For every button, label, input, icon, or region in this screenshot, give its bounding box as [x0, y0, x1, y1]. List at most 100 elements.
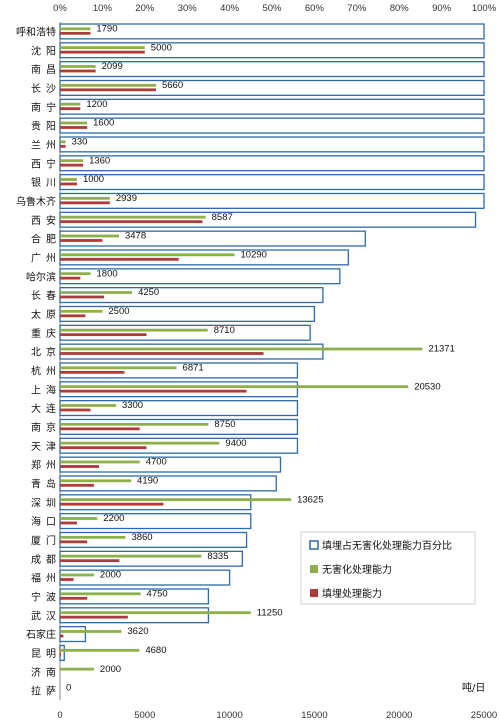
legend-swatch-landfill — [310, 589, 318, 597]
capacity-data-label: 3860 — [131, 532, 152, 543]
bottom-axis-ticks: 0 5000 10000 15000 20000 25000 — [57, 710, 497, 721]
top-tick-label: 100% — [472, 3, 497, 14]
top-tick-label: 70% — [347, 3, 367, 14]
category-label: 南 昌 — [31, 63, 56, 76]
capacity-data-label: 4680 — [145, 645, 166, 656]
category-label: 郑 州 — [31, 459, 56, 472]
bar-landfill — [60, 88, 156, 92]
capacity-data-label: 2000 — [100, 570, 121, 581]
capacity-data-label: 3478 — [125, 231, 146, 242]
category-label: 成 都 — [31, 554, 56, 566]
bar-percent — [59, 494, 252, 511]
bar-landfill — [60, 31, 91, 35]
bar-landfill — [60, 257, 179, 261]
bar-capacity — [60, 102, 81, 106]
bar-landfill — [60, 427, 140, 431]
category-label: 昆 明 — [31, 648, 56, 660]
top-tick-label: 80% — [390, 3, 410, 14]
bar-percent — [59, 550, 243, 567]
bar-percent — [59, 400, 299, 417]
bar-percent — [59, 79, 485, 96]
capacity-data-label: 2500 — [108, 306, 129, 317]
bar-landfill — [60, 446, 147, 450]
bar-percent — [59, 437, 299, 454]
bar-percent — [59, 230, 366, 247]
category-label: 重 庆 — [31, 327, 56, 340]
top-tick-label: 60% — [305, 3, 325, 14]
bar-capacity — [60, 535, 126, 539]
bar-percent — [59, 287, 324, 304]
category-label: 哈尔滨 — [26, 270, 56, 283]
bar-percent — [59, 607, 210, 624]
bar-landfill — [60, 126, 88, 129]
bar-landfill — [60, 540, 88, 544]
bar-capacity — [60, 253, 235, 257]
capacity-data-label: 21371 — [428, 344, 454, 355]
bar-capacity — [60, 554, 202, 558]
category-label: 上 海 — [31, 383, 56, 396]
bar-percent — [59, 61, 485, 78]
bar-percent — [59, 531, 248, 548]
capacity-data-label: 1000 — [83, 174, 104, 185]
bar-percent — [59, 174, 485, 191]
bottom-tick-label: 15000 — [301, 710, 327, 721]
bar-landfill — [60, 352, 264, 355]
bar-landfill — [60, 220, 203, 224]
bar-capacity — [60, 648, 140, 652]
bar-percent — [59, 268, 341, 285]
bar-percent — [59, 155, 485, 172]
legend-label-capacity: 无害化处理能力 — [322, 563, 392, 576]
bar-landfill — [60, 465, 100, 468]
bar-capacity — [60, 366, 177, 370]
bar-landfill — [60, 615, 128, 619]
category-label: 南 宁 — [31, 101, 56, 114]
bar-capacity — [60, 404, 116, 407]
bar-percent — [59, 211, 477, 228]
bar-landfill — [60, 50, 145, 54]
bar-landfill — [60, 333, 147, 337]
category-label: 合 肥 — [31, 233, 56, 246]
capacity-data-label: 3300 — [122, 400, 143, 411]
bar-capacity — [60, 573, 94, 577]
top-tick-label: 10% — [93, 3, 113, 14]
top-tick-label: 0% — [53, 3, 67, 14]
category-label: 贵 阳 — [31, 120, 56, 133]
bottom-tick-label: 25000 — [471, 710, 497, 721]
category-label: 银 川 — [31, 176, 56, 189]
bar-landfill — [60, 483, 94, 487]
bar-capacity — [60, 215, 206, 219]
category-label: 福 州 — [31, 572, 56, 585]
legend-swatch-percent — [309, 540, 319, 550]
category-label: 北 京 — [31, 346, 56, 359]
category-label: 西 安 — [31, 214, 56, 227]
bar-percent — [59, 249, 349, 266]
bar-landfill — [60, 578, 74, 581]
bar-percent — [59, 192, 485, 209]
bar-percent — [59, 588, 210, 605]
bar-capacity — [60, 611, 251, 615]
capacity-data-label: 11250 — [257, 607, 283, 618]
legend-box — [300, 531, 476, 605]
bar-capacity — [60, 592, 141, 596]
category-label: 沈 阳 — [31, 44, 56, 57]
bar-landfill — [60, 182, 77, 186]
bar-capacity — [60, 121, 88, 125]
bar-percent — [59, 569, 231, 586]
capacity-data-label: 8587 — [212, 212, 233, 223]
bar-capacity — [60, 460, 140, 464]
category-label: 深 圳 — [31, 497, 56, 509]
bar-landfill — [60, 389, 247, 393]
category-label: 兰 州 — [31, 138, 56, 151]
category-label: 宁 波 — [31, 590, 56, 603]
bar-percent — [59, 362, 299, 379]
capacity-data-label: 5660 — [162, 80, 183, 91]
category-label: 厦 门 — [31, 534, 56, 547]
capacity-data-label: 8710 — [214, 325, 235, 336]
bar-capacity — [60, 385, 409, 389]
bar-capacity — [60, 630, 122, 633]
unit-label: 吨/日 — [462, 681, 485, 694]
category-label: 乌鲁木齐 — [16, 195, 56, 208]
category-label: 呼和浩特 — [16, 26, 56, 38]
bar-landfill — [60, 596, 88, 600]
